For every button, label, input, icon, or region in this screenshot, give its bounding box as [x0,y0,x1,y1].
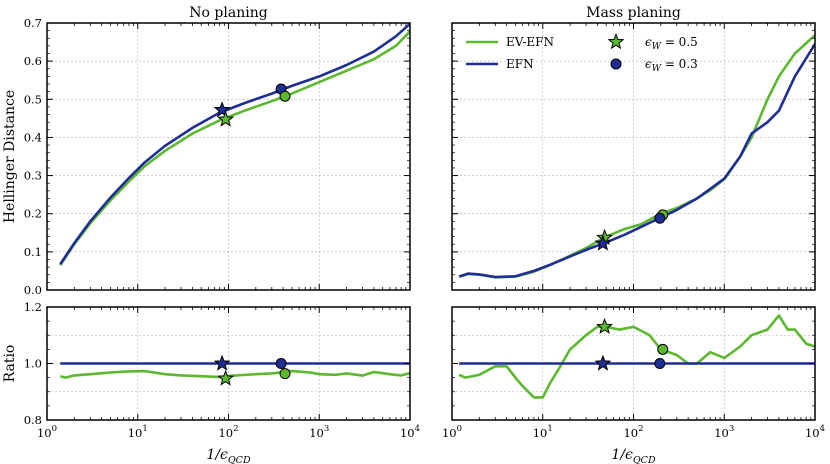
y-tick-label: 0.5 [24,92,42,106]
marker-circle-efn [654,212,666,224]
y-tick-label: 0.1 [24,245,42,259]
marker-circle-efn [654,358,666,369]
x-axis-label-main: 1/ϵ [206,447,228,463]
legend-star-icon [607,33,625,50]
x-axis-label: 1/ϵQCD [611,447,656,464]
x-tick-exponent: 4 [820,424,825,434]
legend-eps: ϵ [645,57,652,71]
series-line-efn [458,43,815,279]
x-tick-base: 10 [37,426,52,440]
x-axis-label-main: 1/ϵ [611,447,633,463]
x-tick-exponent: 4 [415,424,420,434]
panel-title: No planing [189,5,267,21]
x-axis-label-sub: QCD [633,455,656,464]
x-tick-exponent: 2 [638,424,643,434]
x-tick-exponent: 1 [142,424,147,434]
series-line-ev-efn [458,314,815,399]
gridlines [452,23,815,290]
marker-circle-ev-efn [279,90,291,102]
series-line-ev-efn [59,30,410,266]
x-tick-base: 10 [400,426,415,440]
marker-star-ev-efn [217,369,235,386]
x-tick-base: 10 [533,426,548,440]
series-line-efn [59,23,410,265]
x-tick-base: 10 [805,426,820,440]
x-tick-base: 10 [714,426,729,440]
x-tick-exponent: 3 [324,424,329,434]
legend-label-ev-efn: EV-EFN [506,35,554,49]
series-group [59,23,410,266]
x-tick-base: 10 [442,426,457,440]
panel-top-left: 0.0 0.1 0.2 0.3 0.4 0.5 0.6 0.7 No planing Hellin… [2,5,411,297]
series-group [458,314,815,399]
marker-circle-ev-efn [657,343,669,355]
x-tick-base: 10 [309,426,324,440]
y-axis-label: Ratio [2,345,18,383]
x-tick-exponent: 2 [233,424,238,434]
marker-star-ev-efn [596,317,614,334]
series-group [458,34,815,279]
series-line-ev-efn [59,369,410,379]
x-tick-label: 102 [623,424,643,440]
legend-label-eps-05: ϵW = 0.5 [645,35,698,52]
legend-eps-sub: W [652,42,662,52]
marker-star-efn [594,234,612,251]
legend-label-eps-03: ϵW = 0.3 [645,57,698,74]
x-tick-exponent: 1 [547,424,552,434]
legend-circle-icon [610,58,622,70]
panel-title: Mass planing [586,5,681,21]
y-tick-label: 0.8 [24,413,42,427]
y-axis-label: Hellinger Distance [2,90,18,223]
x-tick-label: 102 [218,424,238,440]
x-tick-label: 103 [309,424,329,440]
x-axis-label-sub: QCD [228,455,251,464]
y-tick-label: 0.4 [24,130,42,144]
x-tick-label: 104 [400,424,420,440]
marker-star-efn [213,101,231,118]
legend-eps: ϵ [645,35,652,49]
x-tick-label: 101 [128,424,148,440]
x-tick-label: 100 [37,424,57,440]
series-group [59,362,410,379]
y-tick-label: 1.2 [24,300,42,314]
y-tick-label: 0.2 [24,207,42,221]
x-tick-base: 10 [623,426,638,440]
x-tick-exponent: 0 [52,424,57,434]
series-line-ev-efn [458,34,815,279]
marker-star-efn [594,354,612,371]
x-tick-base: 10 [218,426,233,440]
marker-circle-ev-efn [279,368,291,380]
x-tick-base: 10 [128,426,143,440]
y-tick-label: 1.0 [24,357,42,371]
y-tick-label: 0.6 [24,54,42,68]
legend-eps-value: = 0.3 [661,57,698,71]
legend-eps-value: = 0.5 [661,35,698,49]
legend-eps-sub: W [652,64,662,74]
y-tick-label: 0.3 [24,169,42,183]
x-tick-exponent: 0 [457,424,462,434]
y-tick-label: 0.7 [24,16,42,30]
marker-star-efn [213,354,231,371]
legend-label-efn: EFN [506,57,534,71]
gridlines [47,23,410,290]
x-tick-label: 103 [714,424,734,440]
marker-star-ev-efn [217,110,235,127]
x-tick-label: 101 [533,424,553,440]
y-tick-label: 0.0 [24,283,42,297]
x-tick-label: 104 [805,424,825,440]
x-tick-exponent: 3 [729,424,734,434]
x-tick-label: 100 [442,424,462,440]
marker-circle-efn [275,358,287,369]
x-axis-label: 1/ϵQCD [206,447,251,464]
